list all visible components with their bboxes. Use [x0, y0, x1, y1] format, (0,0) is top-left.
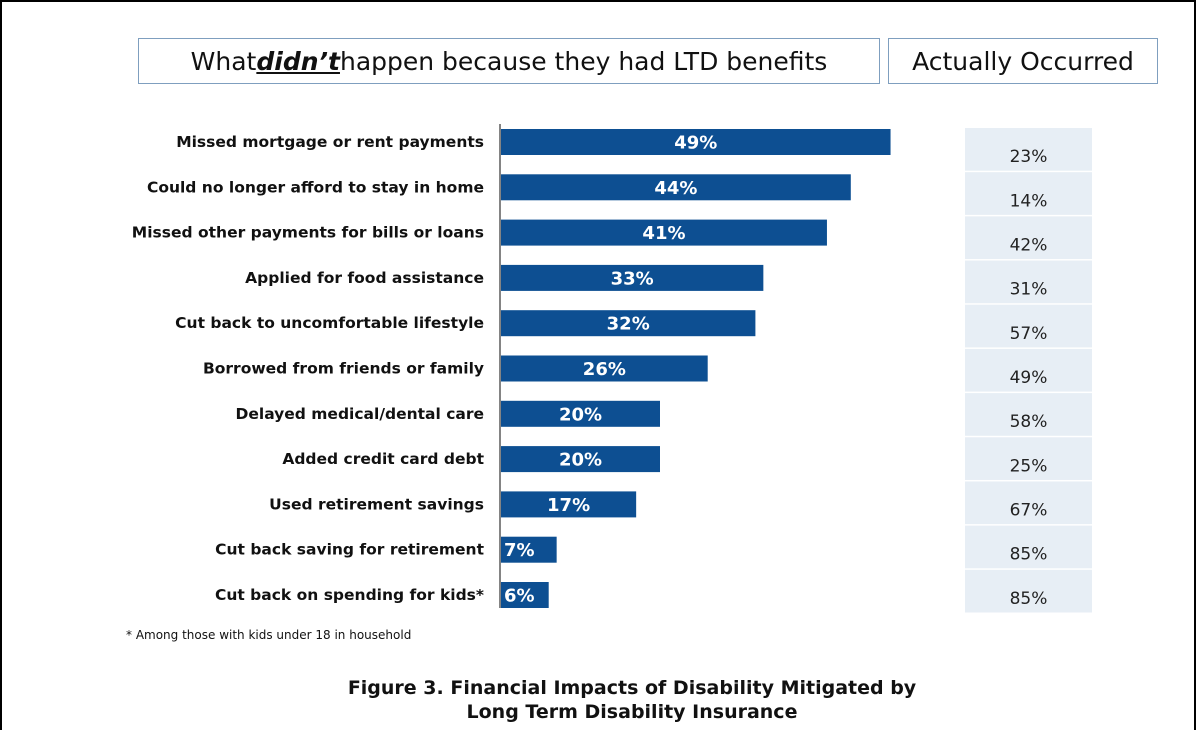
category-label: Cut back on spending for kids*: [215, 586, 484, 604]
category-label: Could no longer afford to stay in home: [147, 178, 484, 196]
occurred-cell: [965, 348, 1092, 392]
header-emphasis: didn’t: [256, 46, 340, 76]
bar-value-label: 49%: [674, 133, 717, 154]
bar: [501, 355, 708, 382]
bar-value-label: 6%: [504, 586, 535, 607]
bar-value-label: 32%: [607, 314, 650, 335]
occurred-cell: [965, 172, 1092, 215]
bar: [501, 582, 549, 608]
occurred-value: 31%: [1010, 280, 1048, 300]
bar: [501, 536, 557, 563]
actually-occurred-header: Actually Occurred: [888, 38, 1158, 84]
bar: [501, 446, 660, 473]
category-label: Cut back to uncomfortable lifestyle: [175, 314, 484, 332]
occurred-cell: [965, 260, 1092, 304]
occurred-value: 23%: [1010, 147, 1048, 167]
occurred-value: 42%: [1010, 235, 1048, 255]
occurred-value: 58%: [1010, 412, 1048, 432]
figure-caption: Figure 3. Financial Impacts of Disabilit…: [222, 676, 1042, 724]
category-label: Cut back saving for retirement: [215, 541, 484, 559]
bar: [501, 219, 827, 246]
occurred-cell: [965, 393, 1092, 436]
occurred-value: 85%: [1010, 589, 1048, 609]
occurred-cell: [965, 128, 1092, 171]
bar-value-label: 26%: [583, 359, 626, 380]
bar-value-label: 20%: [559, 404, 602, 425]
occurred-cell: [965, 569, 1092, 613]
category-label: Borrowed from friends or family: [203, 360, 484, 378]
ltd-benefits-header: What didn’t happen because they had LTD …: [138, 38, 880, 84]
category-label: Applied for food assistance: [245, 269, 484, 287]
occurred-value: 25%: [1010, 456, 1048, 476]
caption-line-2: Long Term Disability Insurance: [466, 701, 798, 723]
occurred-cell: [965, 304, 1092, 348]
category-label: Delayed medical/dental care: [236, 405, 485, 423]
bar-value-label: 17%: [547, 495, 590, 516]
occurred-value: 57%: [1010, 324, 1048, 344]
actually-occurred-label: Actually Occurred: [912, 46, 1134, 76]
category-label: Missed other payments for bills or loans: [132, 224, 484, 242]
bar-value-label: 20%: [559, 450, 602, 471]
header-suffix: happen because they had LTD benefits: [339, 46, 828, 76]
occurred-cell: [965, 216, 1092, 260]
occurred-cell: [965, 437, 1092, 480]
category-label: Used retirement savings: [269, 495, 484, 513]
bar: [501, 264, 764, 291]
occurred-value: 67%: [1010, 501, 1048, 521]
bar-value-label: 44%: [654, 178, 697, 199]
occurred-value: 14%: [1010, 191, 1048, 211]
occurred-value: 49%: [1010, 368, 1048, 388]
caption-line-1: Figure 3. Financial Impacts of Disabilit…: [347, 677, 917, 699]
header-prefix: What: [190, 46, 257, 76]
bar: [501, 310, 756, 337]
occurred-value: 85%: [1010, 545, 1048, 565]
bar: [501, 129, 891, 155]
category-label: Added credit card debt: [282, 450, 484, 468]
bar-value-label: 33%: [611, 268, 654, 289]
occurred-cell: [965, 525, 1092, 569]
footnote: * Among those with kids under 18 in hous…: [126, 628, 412, 642]
bar: [501, 400, 660, 427]
bar: [501, 174, 851, 201]
occurred-cell: [965, 481, 1092, 525]
bar-value-label: 41%: [642, 223, 685, 244]
bar: [501, 491, 637, 518]
bar-value-label: 7%: [504, 540, 535, 561]
category-label: Missed mortgage or rent payments: [176, 133, 484, 151]
